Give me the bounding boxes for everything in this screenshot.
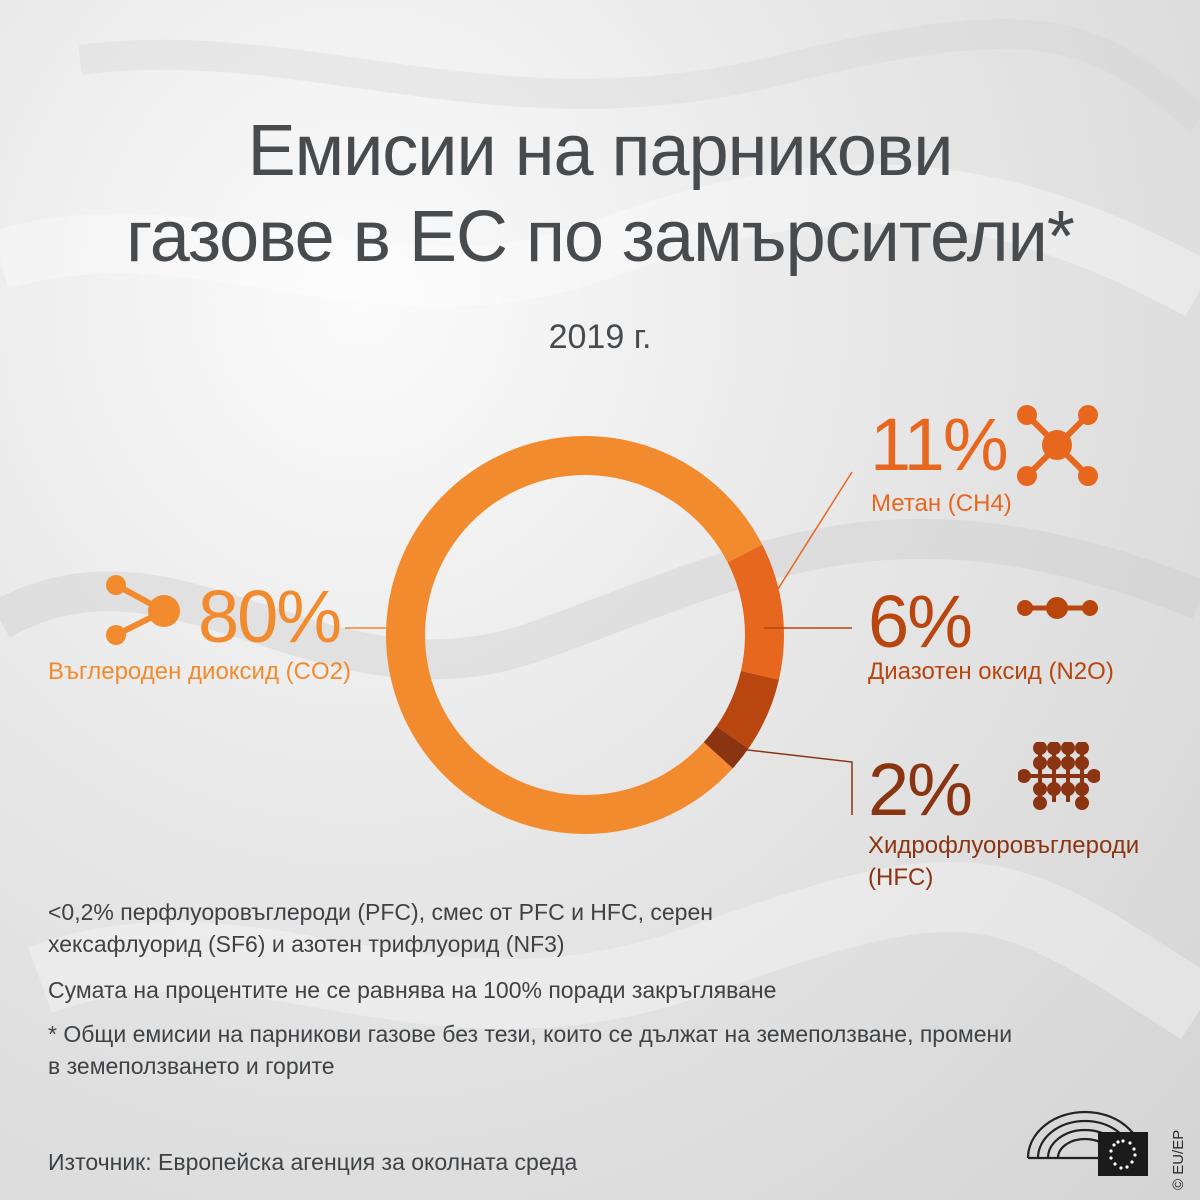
european-parliament-logo	[1026, 1110, 1148, 1176]
pfc-note-line-1: <0,2% перфлуоровъглероди (PFC), смес от …	[48, 899, 713, 925]
donut-slice-hfc	[703, 726, 749, 769]
ch4-leader-line	[762, 471, 853, 614]
pfc-note-line-2: хексафлуорид (SF6) и азотен трифлуорид (…	[48, 931, 565, 957]
co2-percent: 80%	[198, 575, 342, 658]
hfc-leader-line	[726, 746, 853, 815]
n2o-molecule-icon	[1017, 597, 1098, 619]
ch4-label: Метан (CH4)	[871, 490, 1012, 517]
source-note: Източник: Европейска агенция за околната…	[48, 1149, 578, 1175]
hfc-label-line-1: Хидрофлуоровъглероди	[868, 832, 1140, 859]
n2o-percent: 6%	[868, 580, 973, 663]
donut-slice-co2	[385, 436, 763, 834]
co2-label: Въглероден диоксид (CO2)	[48, 658, 351, 685]
rounding-note: Сумата на процентите не се равнява на 10…	[48, 977, 777, 1003]
co2-molecule-icon	[106, 575, 180, 645]
chart-subtitle: 2019 г.	[548, 318, 652, 356]
hfc-percent: 2%	[868, 748, 973, 831]
donut-slice-ch4	[727, 544, 784, 680]
n2o-label: Диазотен оксид (N2O)	[868, 658, 1114, 685]
title-line-2: газове в ЕС по замърсители*	[126, 197, 1075, 277]
asterisk-note-line-1: * Общи емисии на парникови газове без те…	[48, 1021, 1013, 1047]
copyright-credit: © EU/EP	[1170, 1129, 1187, 1190]
donut-slice-n2o	[716, 670, 779, 749]
asterisk-note: * Общи емисии на парникови газове без те…	[48, 1018, 1012, 1082]
title-line-1: Емисии на парникови	[247, 111, 954, 191]
hfc-molecule-icon	[1018, 742, 1100, 810]
ch4-percent: 11%	[870, 403, 1009, 486]
hfc-label: Хидрофлуоровъглероди (HFC)	[868, 830, 1139, 894]
pfc-note: <0,2% перфлуоровъглероди (PFC), смес от …	[48, 896, 713, 960]
hfc-label-line-2: (HFC)	[868, 864, 934, 891]
chart-title: Емисии на парникови газове в ЕС по замър…	[0, 108, 1200, 280]
asterisk-note-line-2: в земеползването и горите	[48, 1053, 335, 1079]
methane-molecule-icon	[1017, 405, 1098, 486]
